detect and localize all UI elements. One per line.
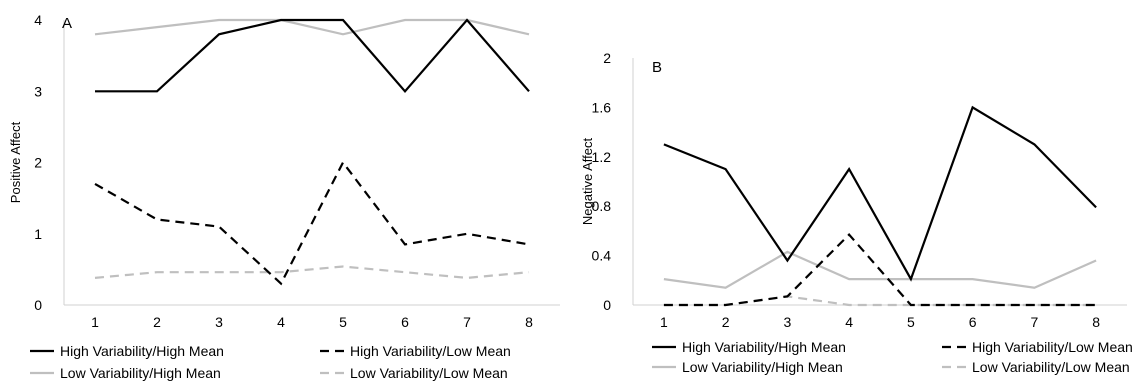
y-tick-label: 0 [603,297,611,313]
y-tick-label: 1.6 [592,99,612,115]
x-tick-label: 5 [907,314,915,330]
series-line-high-variability-low-mean [94,160,530,286]
series-line-low-variability-low-mean [94,265,530,280]
x-tick-label: 1 [91,314,99,330]
x-tick-label: 1 [660,314,668,330]
y-tick-label: 1 [34,226,42,242]
y-tick-label: 0 [34,297,42,313]
y-tick-label: 2 [603,50,611,66]
y-tick-label: 3 [34,83,42,99]
series-line-low-variability-high-mean [663,250,1097,289]
series-line-low-variability-high-mean [94,18,530,36]
series-line-low-variability-low-mean [663,295,1097,307]
panel-a: 0 1 2 3 4 1 2 3 4 5 6 7 8 Positive Affect A High Variab… [8,12,560,381]
x-tick-label: 7 [463,314,471,330]
x-tick-label: 4 [845,314,853,330]
legend: High Variability/High Mean High Variabili… [30,343,511,381]
legend-label: Low Variability/Low Mean [972,359,1130,375]
panel-b: 0 0.4 0.8 1.2 1.6 2 1 2 3 4 5 6 7 8 Negative Affect B Hi… [580,50,1133,375]
legend-label: Low Variability/High Mean [682,359,843,375]
legend-label: High Variability/High Mean [60,343,224,359]
x-tick-label: 3 [783,314,791,330]
legend: High Variability/High Mean High Variabili… [652,339,1133,375]
y-tick-label: 0.8 [592,198,612,214]
y-tick-label: 2 [34,155,42,171]
x-tick-label: 8 [1092,314,1100,330]
y-tick-label: 4 [34,12,42,28]
panel-label: A [62,15,72,32]
legend-label: Low Variability/High Mean [60,365,221,381]
x-tick-label: 6 [401,314,409,330]
series-line-high-variability-low-mean [663,232,1097,307]
x-tick-label: 3 [215,314,223,330]
x-tick-label: 7 [1030,314,1038,330]
legend-label: High Variability/Low Mean [350,343,511,359]
x-tick-label: 8 [525,314,533,330]
x-tick-label: 6 [969,314,977,330]
panel-label: B [652,59,662,76]
y-tick-label: 0.4 [592,248,612,264]
y-tick-label: 1.2 [592,149,612,165]
legend-label: Low Variability/Low Mean [350,365,508,381]
x-tick-label: 2 [722,314,730,330]
y-axis-label: Positive Affect [8,121,23,203]
x-tick-label: 5 [339,314,347,330]
x-tick-label: 4 [277,314,285,330]
series-line-high-variability-high-mean [95,18,530,93]
y-axis-label: Negative Affect [580,138,595,226]
legend-label: High Variability/Low Mean [972,339,1133,355]
series-line-high-variability-high-mean [663,105,1097,282]
legend-label: High Variability/High Mean [682,339,846,355]
x-tick-label: 2 [153,314,161,330]
